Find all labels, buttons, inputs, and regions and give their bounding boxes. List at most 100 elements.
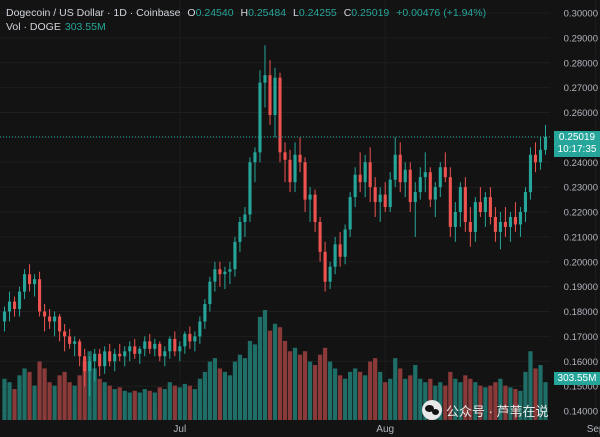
volume-bar xyxy=(463,375,468,420)
volume-bar xyxy=(277,327,283,420)
volume-bar xyxy=(483,387,488,420)
volume-bar xyxy=(428,378,433,420)
candle-body xyxy=(468,221,472,232)
volume-bar xyxy=(478,385,483,420)
candle-body xyxy=(128,346,132,352)
candle-body xyxy=(368,162,372,188)
volume-bar xyxy=(358,371,363,420)
volume-bar xyxy=(57,375,62,420)
candle-body xyxy=(333,244,337,267)
volume-bar xyxy=(142,389,147,420)
volume-bar xyxy=(207,361,212,420)
candle-body xyxy=(393,154,397,180)
volume-bar xyxy=(262,310,268,420)
volume-value: 303.55M xyxy=(64,21,106,33)
candle-body xyxy=(208,281,212,305)
candle-countdown: 10:17:35 xyxy=(557,143,597,155)
volume-bar xyxy=(418,378,423,420)
volume-bar xyxy=(343,378,348,420)
volume-bar xyxy=(127,392,132,420)
volume-bar xyxy=(227,375,233,420)
x-axis: Jul Aug Sep xyxy=(173,424,600,435)
volume-bar xyxy=(373,358,378,420)
y-tick-label: 0.27000 xyxy=(564,83,598,94)
candle-body xyxy=(278,77,282,153)
volume-bar xyxy=(112,389,117,420)
candle-body xyxy=(473,202,477,232)
candle-body xyxy=(27,274,32,285)
candle-body xyxy=(33,279,37,285)
volume-bar xyxy=(408,375,413,420)
volume-bar xyxy=(162,389,167,420)
candle-body xyxy=(493,216,497,232)
close-label: C xyxy=(343,7,352,19)
candle-body xyxy=(228,269,232,272)
y-tick-label: 0.17000 xyxy=(564,332,598,343)
volume-bar xyxy=(353,368,358,420)
y-tick-label: 0.23000 xyxy=(564,183,598,194)
candle-body xyxy=(438,167,442,188)
volume-bar xyxy=(217,368,223,420)
symbol-header: Dogecoin / US Dollar · 1D · Coinbase O0.… xyxy=(6,6,486,20)
low-value: 0.24255 xyxy=(298,7,337,19)
volume-bar xyxy=(503,385,508,420)
volume-bar xyxy=(538,365,543,420)
volume-bar xyxy=(498,378,503,420)
last-price-tag: 0.25019 10:17:35 xyxy=(554,130,600,157)
candle-body xyxy=(408,169,412,203)
candle-body xyxy=(53,316,57,322)
volume-bar xyxy=(493,382,498,420)
candle-body xyxy=(218,269,222,275)
volume-bar xyxy=(297,354,303,420)
volume-bar xyxy=(508,387,513,420)
candle-body xyxy=(513,216,517,225)
low-label: L xyxy=(292,7,299,19)
volume-label: Vol · DOGE xyxy=(6,21,61,33)
volume-bar xyxy=(378,371,383,420)
candle-body xyxy=(433,187,437,200)
candle-body xyxy=(103,351,107,367)
candle-body xyxy=(498,221,502,232)
volume-bar xyxy=(7,382,12,420)
volume-bar xyxy=(42,368,47,420)
volume-bar xyxy=(32,385,37,420)
last-price-value: 0.25019 xyxy=(558,131,596,143)
candle-body xyxy=(318,221,322,252)
volume-bar xyxy=(177,387,182,420)
volume-bar xyxy=(182,383,187,420)
volume-bar xyxy=(403,378,408,420)
candle-body xyxy=(22,274,27,292)
candle-body xyxy=(448,177,452,227)
candle-body xyxy=(488,197,492,217)
y-tick-label: 0.20000 xyxy=(564,257,598,268)
volume-bar xyxy=(468,378,473,420)
volume-bar xyxy=(533,368,538,420)
candle-body xyxy=(193,336,197,342)
candle-body xyxy=(253,152,257,163)
volume-bar xyxy=(443,385,448,420)
candle-body xyxy=(418,177,422,193)
candle-body xyxy=(223,271,227,275)
watermark: 公众号 · 芦苇在说 xyxy=(422,400,549,420)
candle-body xyxy=(138,348,142,354)
candle-body xyxy=(363,162,367,183)
volume-bar xyxy=(12,389,17,420)
candle-body xyxy=(533,154,538,163)
volume-bar xyxy=(458,382,463,420)
volume-bar xyxy=(102,382,107,420)
candle-body xyxy=(93,353,97,362)
candle-body xyxy=(248,162,252,215)
candle-body xyxy=(83,356,87,372)
candle-body xyxy=(188,333,192,342)
volume-bar xyxy=(167,382,172,420)
candle-body xyxy=(123,351,127,357)
candle-body xyxy=(88,361,92,372)
candle-body xyxy=(118,353,122,357)
volume-bar xyxy=(17,375,22,420)
volume-bar xyxy=(398,368,403,420)
candle-body xyxy=(523,192,528,213)
candle-body xyxy=(328,266,332,282)
volume-bar xyxy=(202,371,207,420)
